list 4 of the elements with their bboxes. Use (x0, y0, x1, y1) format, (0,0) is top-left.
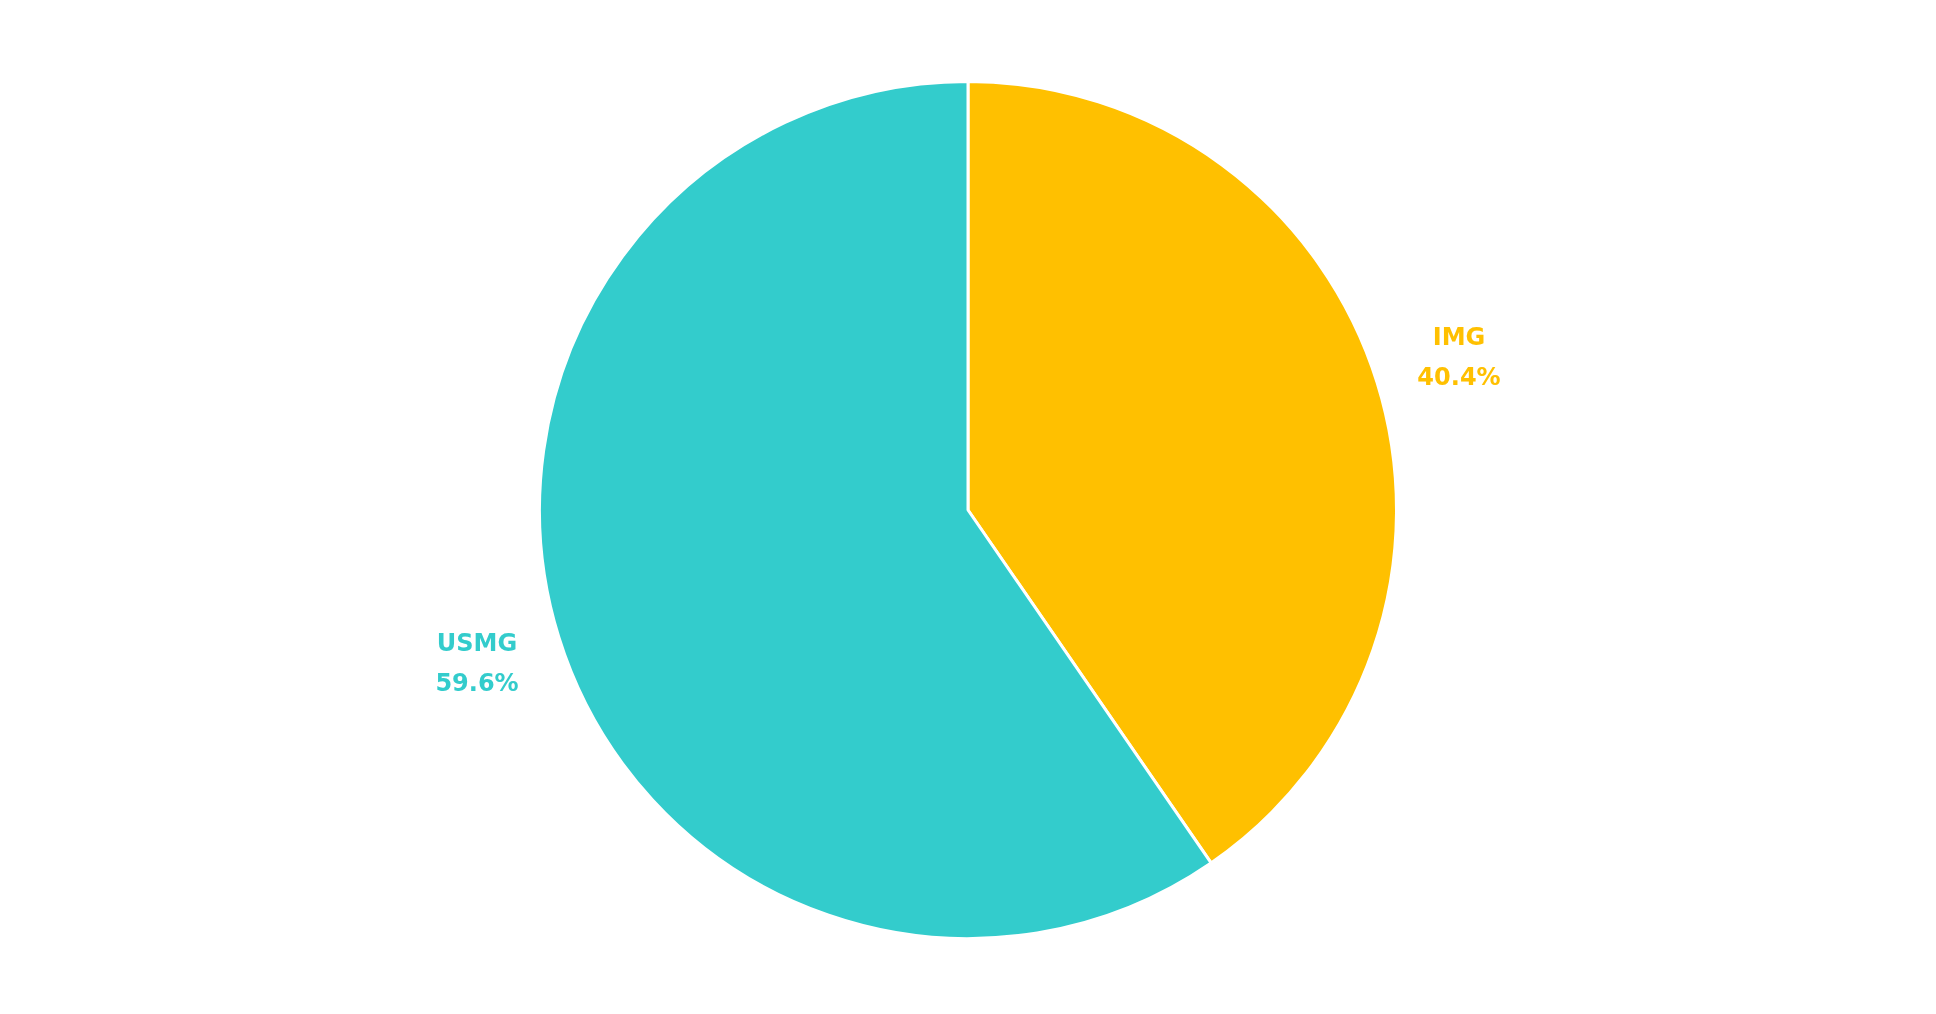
slice-label: IMG (1432, 323, 1486, 352)
data-label: 40.4% (1417, 363, 1501, 392)
slice-label: USMG (436, 628, 518, 657)
data-label: 59.6% (435, 668, 519, 697)
